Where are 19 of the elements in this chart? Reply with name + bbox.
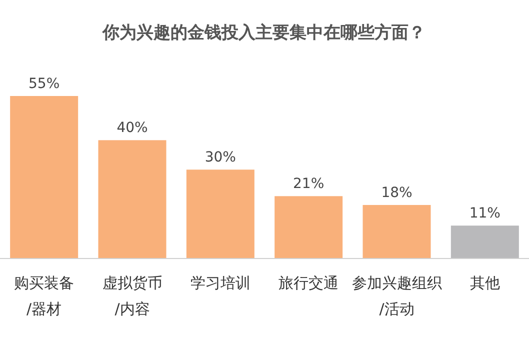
bar [274, 196, 343, 258]
x-tick-label: 其他 [470, 274, 500, 292]
bar [98, 140, 166, 258]
bar [450, 226, 519, 258]
data-label: 40% [116, 120, 148, 136]
bar [186, 170, 254, 258]
bar [10, 96, 78, 258]
data-label: 30% [204, 150, 236, 166]
bar [362, 204, 431, 258]
x-tick-label: 旅行交通 [278, 274, 339, 292]
x-tick-label: 购买装备/器材 [14, 274, 74, 318]
data-label: 21% [293, 176, 324, 192]
x-tick-label: 参加兴趣组织/活动 [352, 274, 442, 318]
x-tick-label: 学习培训 [190, 274, 250, 292]
data-label: 55% [28, 76, 60, 92]
x-tick-label: 虚拟货币/内容 [102, 274, 162, 318]
chart-title: 你为兴趣的金钱投入主要集中在哪些方面？ [102, 23, 426, 43]
data-label: 18% [381, 184, 412, 201]
data-label: 11% [469, 206, 500, 222]
